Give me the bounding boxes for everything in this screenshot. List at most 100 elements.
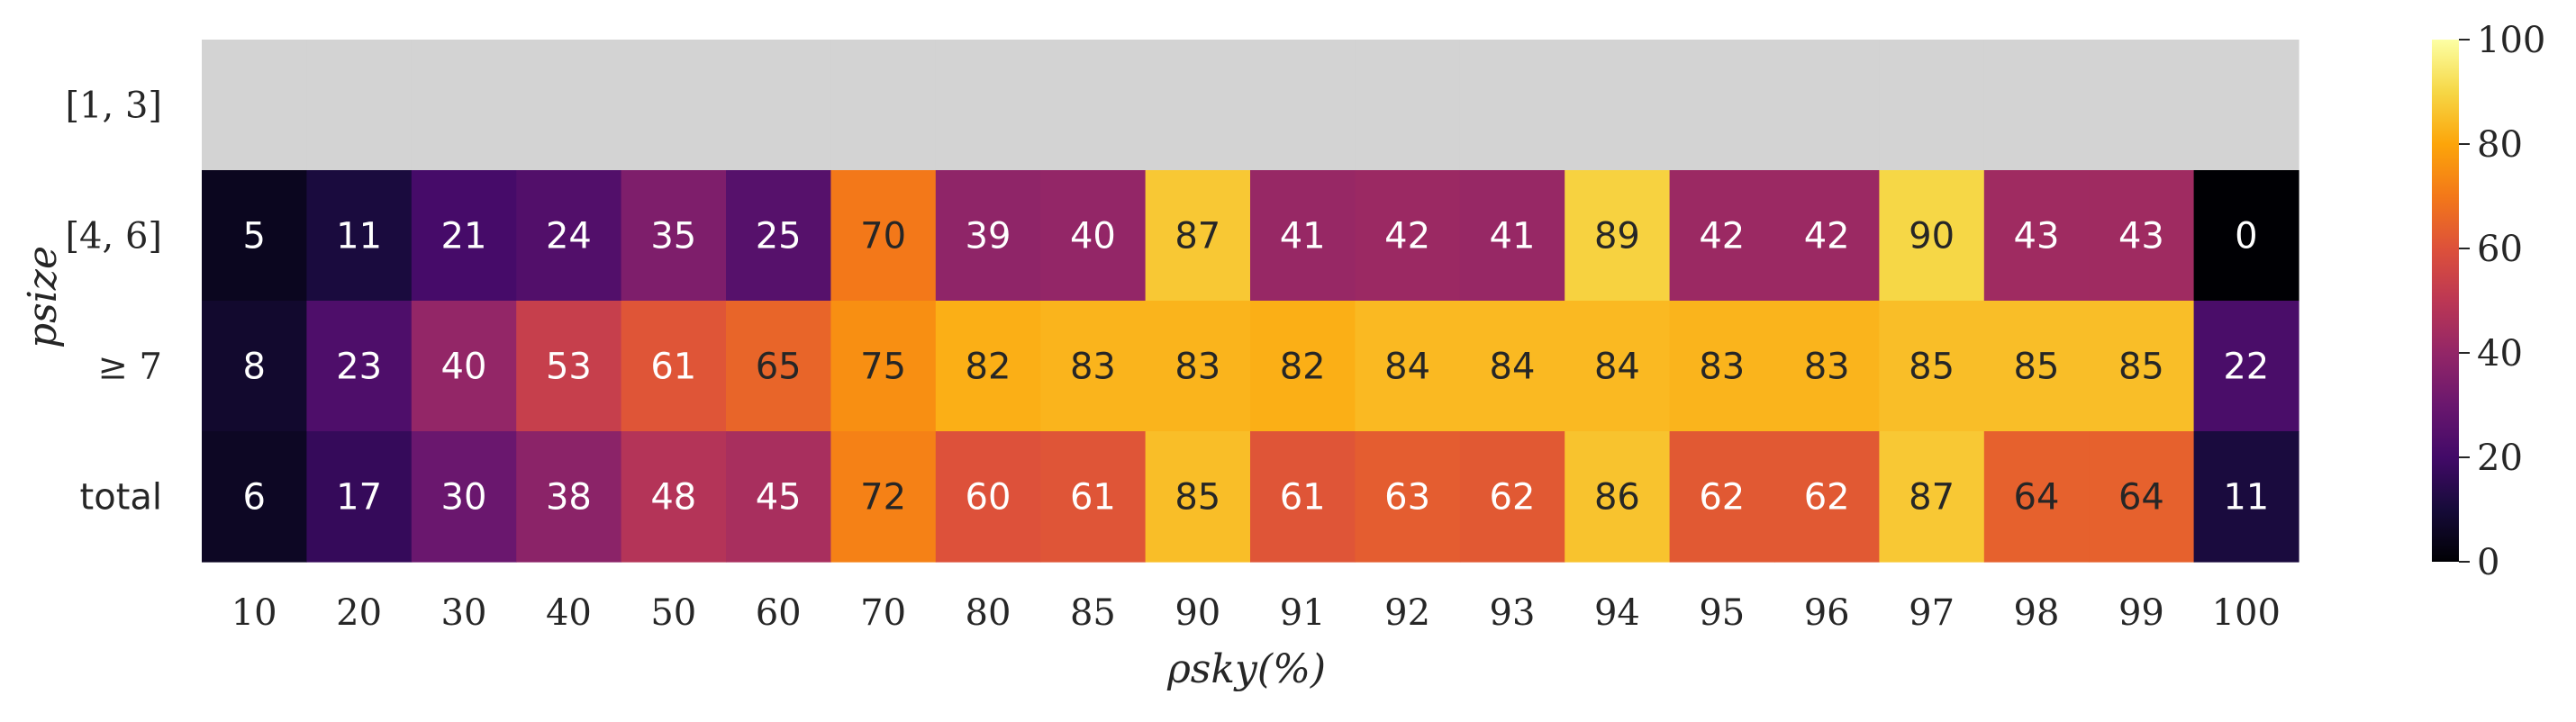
colorbar-gradient	[2432, 40, 2459, 562]
heatmap-cell	[1145, 431, 1251, 563]
heatmap-cell	[1774, 431, 1880, 563]
heatmap-cell	[516, 170, 622, 302]
cell-value-label: 43	[2014, 216, 2060, 257]
heatmap-cell	[726, 431, 831, 563]
cell-value-label: 61	[1070, 477, 1116, 519]
cell-value-label: 85	[1909, 347, 1955, 388]
heatmap-cell	[2089, 170, 2195, 302]
cell-value-label: 86	[1594, 477, 1640, 519]
heatmap-cell	[1983, 301, 2090, 432]
heatmap-cell	[1565, 170, 1671, 302]
colorbar-tick-label: 20	[2477, 438, 2523, 479]
cell-value-label: 8	[242, 347, 265, 388]
cell-value-label: 85	[2014, 347, 2060, 388]
x-tick-label: 97	[1909, 592, 1955, 634]
cell-value-label: 70	[860, 216, 906, 257]
cell-value-label: 84	[1594, 347, 1640, 388]
heatmap-cell	[516, 431, 622, 563]
x-tick-label: 60	[756, 592, 802, 634]
cell-value-label: 25	[756, 216, 802, 257]
heatmap-cell	[306, 170, 413, 302]
cell-value-label: 84	[1490, 347, 1536, 388]
heatmap-cell	[1145, 40, 1251, 171]
heatmap-cell	[621, 301, 727, 432]
heatmap-cell	[935, 301, 1041, 432]
cell-value-label: 75	[860, 347, 906, 388]
cell-value-label: 21	[441, 216, 487, 257]
cell-value-label: 39	[966, 216, 1011, 257]
heatmap-cell	[1565, 40, 1671, 171]
cell-value-label: 6	[242, 477, 265, 519]
heatmap-cell	[935, 431, 1041, 563]
cell-value-label: 63	[1384, 477, 1430, 519]
cell-value-label: 61	[650, 347, 696, 388]
heatmap-cell	[1879, 40, 1985, 171]
heatmap-cell	[1250, 431, 1356, 563]
x-tick-label: 95	[1699, 592, 1745, 634]
heatmap-cell	[1669, 431, 1775, 563]
cell-value-label: 85	[2118, 347, 2164, 388]
heatmap-cell	[1669, 40, 1775, 171]
heatmap-cell	[516, 301, 622, 432]
heatmap-cell	[306, 40, 413, 171]
heatmap-cell	[2193, 301, 2299, 432]
cell-value-label: 62	[1699, 477, 1745, 519]
cell-value-label: 41	[1490, 216, 1536, 257]
cell-value-label: 45	[756, 477, 802, 519]
heatmap-cell	[1355, 301, 1461, 432]
heatmap-cell	[411, 170, 517, 302]
heatmap-cell	[1355, 40, 1461, 171]
heatmap-cell	[1355, 170, 1461, 302]
cell-value-label: 41	[1280, 216, 1326, 257]
heatmap-cell	[1983, 170, 2090, 302]
heatmap-cell	[1459, 431, 1565, 563]
x-tick-label: 96	[1804, 592, 1850, 634]
heatmap-cell	[1459, 301, 1565, 432]
x-tick-label: 90	[1175, 592, 1220, 634]
cell-value-label: 38	[546, 477, 592, 519]
cell-value-label: 83	[1070, 347, 1116, 388]
heatmap-cell	[1983, 40, 2090, 171]
heatmap-cell	[726, 301, 831, 432]
heatmap-cell	[1879, 431, 1985, 563]
heatmap-cell	[726, 170, 831, 302]
cell-value-label: 64	[2118, 477, 2164, 519]
heatmap-cell	[2193, 40, 2299, 171]
x-tick-label: 10	[231, 592, 277, 634]
heatmap-cell	[1879, 170, 1985, 302]
cell-value-label: 83	[1699, 347, 1745, 388]
heatmap-cell	[1040, 40, 1147, 171]
cell-value-label: 42	[1699, 216, 1745, 257]
x-tick-label: 40	[546, 592, 592, 634]
cell-value-label: 5	[242, 216, 265, 257]
cell-value-label: 17	[336, 477, 382, 519]
heatmap-cell	[2193, 431, 2299, 563]
heatmap-cell	[830, 301, 937, 432]
heatmap-cell	[1145, 170, 1251, 302]
cell-value-label: 87	[1175, 216, 1220, 257]
heatmap-cell	[1250, 170, 1356, 302]
cell-value-label: 11	[336, 216, 382, 257]
heatmap-cell	[830, 40, 937, 171]
x-tick-label: 100	[2212, 592, 2281, 634]
heatmap-cell	[1040, 431, 1147, 563]
heatmap-cell	[1565, 301, 1671, 432]
heatmap-cell	[2089, 301, 2195, 432]
x-tick-labels: 10 20 30 40 50 60 70 80 85 90 91 92 93 94 95 96 97 98 99 10…	[231, 592, 2281, 634]
heatmap-cell	[411, 40, 517, 171]
heatmap-cell	[202, 40, 307, 171]
heatmap-cell	[1774, 170, 1880, 302]
heatmap-cell	[306, 431, 413, 563]
x-tick-label: 70	[860, 592, 906, 634]
cell-value-label: 40	[441, 347, 487, 388]
heatmap-cell	[1250, 40, 1356, 171]
heatmap-cell	[1983, 431, 2090, 563]
heatmap-cell	[1774, 40, 1880, 171]
y-tick-label: [1, 3]	[65, 86, 162, 127]
colorbar-tick-label: 100	[2477, 20, 2545, 61]
heatmap-cell	[621, 431, 727, 563]
x-axis-label: ρsky(%)	[1166, 646, 1326, 692]
heatmap-cell	[411, 431, 517, 563]
cell-value-label: 30	[441, 477, 487, 519]
